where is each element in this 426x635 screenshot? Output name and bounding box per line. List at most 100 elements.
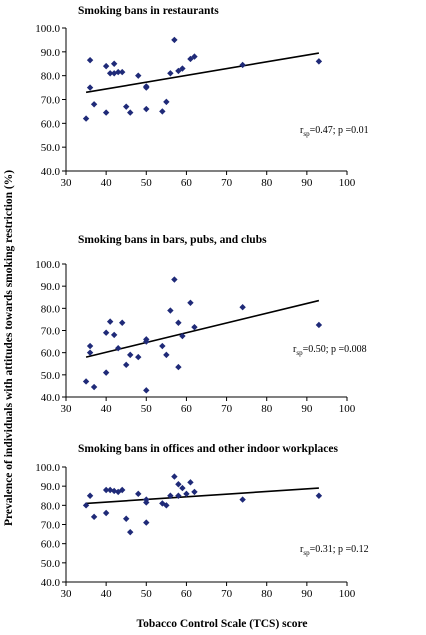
chart-panel: Smoking bans in offices and other indoor… — [35, 443, 368, 600]
data-point — [191, 53, 198, 60]
data-point — [171, 36, 178, 44]
y-axis-title: Prevalence of individuals with attitudes… — [3, 170, 15, 526]
data-point — [143, 84, 150, 91]
data-point — [102, 109, 110, 116]
data-point — [102, 329, 110, 336]
data-point — [110, 331, 118, 339]
chart-panel: Smoking bans in bars, pubs, and clubs 40.… — [35, 234, 366, 415]
data-point — [106, 318, 114, 325]
y-tick-label: 100.0 — [35, 259, 60, 271]
data-point — [106, 70, 114, 77]
y-tick-label: 60.0 — [41, 539, 61, 551]
y-tick-label: 70.0 — [41, 326, 61, 338]
data-point — [175, 67, 182, 75]
data-point — [167, 70, 174, 77]
trend-line — [86, 487, 319, 505]
data-point — [175, 363, 182, 371]
data-point — [86, 56, 94, 64]
data-point — [123, 515, 130, 522]
data-point — [119, 319, 126, 326]
data-point — [191, 323, 198, 331]
x-tick-label: 70 — [221, 177, 233, 189]
panel-title: Smoking bans in offices and other indoor… — [78, 443, 338, 455]
data-point — [143, 105, 150, 113]
data-point — [163, 98, 170, 106]
data-point — [171, 276, 178, 283]
x-tick-label: 30 — [61, 588, 73, 600]
x-tick-label: 90 — [301, 177, 313, 189]
x-tick-label: 40 — [101, 177, 113, 189]
y-tick-label: 90.0 — [41, 281, 61, 293]
data-point — [175, 319, 182, 326]
data-point — [86, 349, 94, 356]
data-point — [86, 342, 94, 350]
data-point — [135, 353, 142, 361]
data-point — [239, 496, 246, 503]
data-point — [163, 351, 170, 359]
x-tick-label: 70 — [221, 403, 233, 415]
data-point — [127, 528, 134, 536]
data-point — [110, 70, 118, 77]
x-tick-label: 100 — [339, 403, 356, 415]
data-point — [127, 351, 134, 359]
x-tick-label: 50 — [141, 403, 153, 415]
y-tick-label: 80.0 — [41, 500, 61, 512]
data-point — [143, 519, 150, 526]
x-tick-label: 30 — [61, 403, 73, 415]
y-tick-label: 90.0 — [41, 481, 61, 493]
chart-panels: Smoking bans in restaurants 40.0 50.0 60.0 7… — [35, 5, 368, 600]
y-tick-label: 40.0 — [41, 392, 61, 404]
data-point — [159, 342, 166, 350]
trend-line — [85, 52, 320, 94]
data-point — [175, 481, 182, 488]
data-point — [315, 321, 323, 329]
data-point — [82, 502, 90, 509]
correlation-annotation: rsp=0.50; p =0.008 — [293, 344, 367, 357]
data-point — [315, 58, 323, 65]
x-tick-label: 90 — [301, 588, 313, 600]
y-tick-label: 60.0 — [41, 118, 61, 130]
data-point — [90, 101, 98, 108]
data-point — [159, 108, 166, 115]
y-tick-label: 60.0 — [41, 348, 61, 360]
panel-title: Smoking bans in bars, pubs, and clubs — [78, 234, 267, 246]
y-tick-label: 40.0 — [41, 166, 61, 178]
data-point — [171, 473, 178, 480]
x-tick-label: 80 — [261, 177, 273, 189]
x-tick-label: 90 — [301, 403, 313, 415]
x-tick-label: 60 — [181, 588, 193, 600]
chart-panel: Smoking bans in restaurants 40.0 50.0 60.0 7… — [35, 5, 368, 189]
data-point — [86, 84, 94, 91]
data-point — [90, 513, 98, 521]
data-point — [175, 492, 182, 499]
data-point — [102, 509, 110, 517]
data-point — [315, 492, 323, 499]
data-point — [82, 115, 90, 122]
data-point — [114, 68, 122, 76]
y-tick-label: 40.0 — [41, 577, 61, 589]
panel-title: Smoking bans in restaurants — [78, 5, 219, 17]
data-point — [167, 307, 174, 314]
y-tick-label: 80.0 — [41, 303, 61, 315]
data-point — [135, 490, 142, 498]
x-tick-label: 60 — [181, 177, 193, 189]
y-tick-label: 100.0 — [35, 462, 60, 474]
data-point — [183, 490, 190, 498]
data-point — [187, 479, 194, 486]
y-tick-label: 90.0 — [41, 47, 61, 59]
x-tick-label: 50 — [141, 177, 153, 189]
x-tick-label: 100 — [339, 588, 356, 600]
data-point — [127, 109, 134, 116]
data-point — [90, 383, 98, 391]
data-point — [167, 492, 174, 499]
trend-line — [85, 299, 320, 358]
data-point — [82, 378, 90, 385]
x-tick-label: 50 — [141, 588, 153, 600]
data-point — [191, 488, 198, 496]
x-tick-label: 60 — [181, 403, 193, 415]
x-tick-label: 30 — [61, 177, 73, 189]
y-tick-label: 100.0 — [35, 23, 60, 35]
data-point — [102, 62, 110, 70]
data-point — [123, 103, 130, 110]
